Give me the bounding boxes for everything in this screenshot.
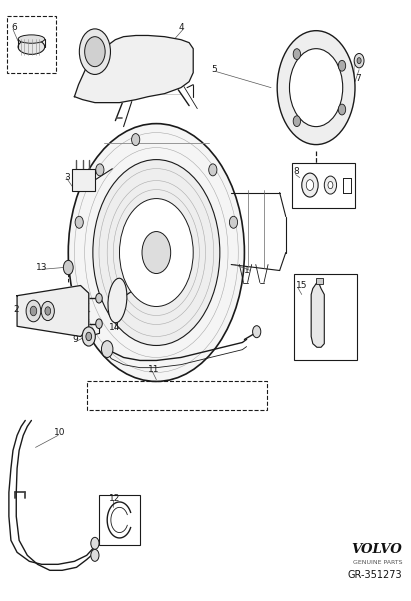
Circle shape (253, 326, 261, 338)
Text: 2: 2 (13, 305, 18, 314)
Circle shape (86, 332, 92, 341)
Circle shape (293, 116, 300, 127)
Circle shape (357, 58, 361, 64)
Bar (87, 382, 267, 410)
Circle shape (45, 307, 51, 315)
Text: 14: 14 (109, 323, 120, 332)
Bar (7, 16, 56, 73)
Circle shape (338, 60, 346, 71)
Circle shape (75, 216, 83, 228)
Bar (316, 278, 323, 284)
Circle shape (324, 176, 337, 194)
Text: 15: 15 (296, 281, 307, 290)
Circle shape (289, 49, 343, 127)
Circle shape (293, 49, 300, 59)
Text: 9: 9 (72, 335, 78, 344)
Circle shape (328, 182, 333, 189)
Bar (291, 163, 355, 207)
Circle shape (142, 231, 171, 273)
Text: 7: 7 (355, 74, 361, 83)
Text: 4: 4 (179, 23, 185, 32)
Text: GENUINE PARTS: GENUINE PARTS (353, 560, 402, 565)
Text: VOLVO: VOLVO (351, 543, 402, 556)
Circle shape (85, 37, 105, 67)
Text: 8: 8 (293, 167, 299, 176)
Circle shape (96, 319, 102, 329)
Text: 13: 13 (35, 263, 47, 272)
Circle shape (229, 216, 238, 228)
Circle shape (354, 53, 364, 68)
Circle shape (79, 29, 111, 75)
Circle shape (302, 173, 318, 197)
Circle shape (132, 133, 140, 145)
Circle shape (277, 31, 355, 145)
Circle shape (338, 104, 346, 115)
Polygon shape (17, 285, 89, 337)
Circle shape (82, 327, 95, 346)
Text: 12: 12 (109, 494, 120, 503)
Bar (99, 495, 140, 545)
Polygon shape (311, 281, 324, 347)
Circle shape (306, 180, 314, 191)
Circle shape (91, 549, 99, 561)
Circle shape (120, 198, 193, 307)
Text: 10: 10 (54, 428, 65, 437)
Circle shape (41, 301, 54, 320)
Text: 3: 3 (64, 173, 70, 182)
Circle shape (68, 124, 245, 382)
Circle shape (63, 260, 73, 275)
Text: 11: 11 (148, 365, 159, 374)
Text: 1: 1 (245, 266, 250, 275)
Ellipse shape (18, 40, 45, 54)
Circle shape (102, 341, 113, 358)
Circle shape (96, 164, 104, 176)
Text: GR-351273: GR-351273 (347, 570, 402, 579)
Ellipse shape (18, 35, 45, 43)
Ellipse shape (108, 278, 127, 323)
Circle shape (91, 537, 99, 549)
Circle shape (209, 164, 217, 176)
Circle shape (93, 160, 220, 346)
Text: 5: 5 (212, 65, 217, 74)
Text: 6: 6 (11, 23, 17, 32)
Bar (293, 273, 357, 361)
Circle shape (96, 293, 102, 303)
Circle shape (30, 306, 37, 316)
Bar (72, 169, 95, 191)
Polygon shape (74, 35, 193, 103)
Circle shape (26, 300, 41, 322)
